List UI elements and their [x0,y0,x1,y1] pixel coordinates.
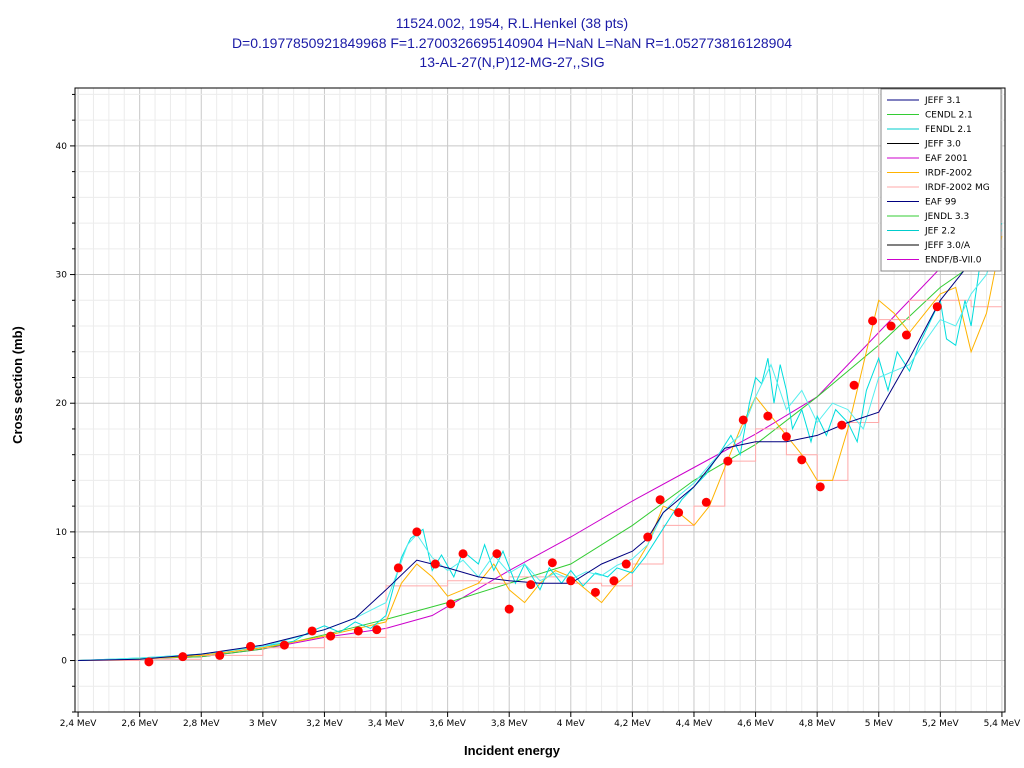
x-tick-label: 3,2 MeV [306,719,343,729]
x-tick-label: 3,4 MeV [368,719,405,729]
data-point [307,626,317,636]
x-tick-label: 4,4 MeV [676,719,713,729]
y-tick-label: 40 [56,142,68,152]
series-line-jef-2-2 [78,229,1003,661]
grid [75,88,1005,713]
data-point [815,482,825,492]
x-axis-label: Incident energy [464,743,561,758]
data-point [353,626,363,636]
legend-entry: JEFF 3.1 [924,96,961,106]
data-point [837,420,847,430]
data-point [326,631,336,641]
x-tick-label: 5 MeV [865,719,894,729]
data-point [178,652,188,662]
legend: JEFF 3.1 CENDL 2.1 FENDL 2.1 JEFF 3.0 EAF 20… [880,88,1002,272]
x-tick-label: 5,4 MeV [984,719,1021,729]
data-point [643,532,653,542]
x-tick-label: 3,8 MeV [491,719,528,729]
legend-entry: EAF 99 [925,198,957,208]
x-tick-label: 4,2 MeV [614,719,651,729]
plot-frame [74,87,1006,713]
x-tick-label: 4 MeV [557,719,586,729]
data-point [246,641,256,651]
y-tick-label: 30 [56,271,68,281]
data-point [547,558,557,568]
x-tick-label: 2,8 MeV [183,719,220,729]
data-point [430,559,440,569]
y-tick-label: 20 [56,399,68,409]
data-point [590,587,600,597]
legend-entry: JENDL 3.3 [924,212,969,222]
data-point [781,432,791,442]
data-point [901,330,911,340]
series-line-irdf-2002-mg [78,299,1002,661]
x-tick-label: 5,2 MeV [922,719,959,729]
data-point [144,657,154,667]
data-point [446,599,456,609]
data-point [763,411,773,421]
x-tick-label: 3,6 MeV [429,719,466,729]
legend-entry: FENDL 2.1 [925,125,972,135]
x-tick-label: 3 MeV [249,719,278,729]
data-point [372,625,382,635]
data-point [492,549,502,559]
data-point [279,640,289,650]
data-point [621,559,631,569]
y-tick-label: 10 [56,528,68,538]
x-tick-label: 2,4 MeV [60,719,97,729]
data-point [526,580,536,590]
data-point [215,650,225,660]
legend-entry: CENDL 2.1 [925,111,973,121]
legend-entry: EAF 2001 [925,154,968,164]
data-point [458,549,468,559]
series-line-jeff-3-1 [78,248,987,661]
legend-entry: IRDF-2002 MG [925,183,990,193]
legend-entry: JEFF 3.0/A [924,241,971,251]
legend-entry: JEF 2.2 [924,227,956,237]
x-tick-label: 4,8 MeV [799,719,836,729]
data-point [723,456,733,466]
data-point [868,316,878,326]
legend-entry: JEFF 3.0 [924,140,961,150]
x-tick-label: 2,6 MeV [121,719,158,729]
data-point [797,455,807,465]
data-point [609,576,619,586]
legend-entry: IRDF-2002 [925,169,972,179]
data-point [886,321,896,331]
x-tick-label: 4,6 MeV [737,719,774,729]
data-point [393,563,403,573]
data-point [566,576,576,586]
data-point [655,495,665,505]
data-points-group [144,302,942,667]
data-point [738,415,748,425]
y-tick-label: 0 [61,657,67,667]
legend-box [880,88,1002,272]
data-point [504,604,514,614]
data-point [674,508,684,518]
data-point [849,380,859,390]
data-point [932,302,942,312]
chart-title-line-3: 13-AL-27(N,P)12-MG-27,,SIG [419,54,604,70]
legend-entry: ENDF/B-VII.0 [925,256,982,266]
data-point [412,527,422,537]
chart-title-line-2: D=0.1977850921849968 F=1.270032669514090… [232,35,792,51]
data-point [701,497,711,507]
y-axis-label: Cross section (mb) [10,326,25,444]
axis-ticks: 2,4 MeV 2,6 MeV 2,8 MeV 3 MeV 3,2 MeV 3,4 MeV… [56,93,1021,729]
chart-title-line-1: 11524.002, 1954, R.L.Henkel (38 pts) [396,15,628,31]
